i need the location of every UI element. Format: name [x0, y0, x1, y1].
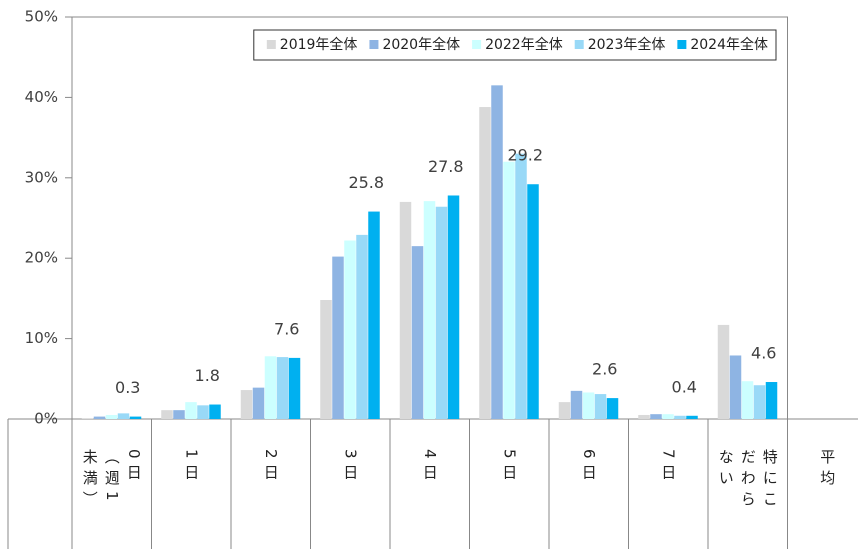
- data-label: 2.6: [592, 360, 617, 379]
- bar: [515, 153, 527, 419]
- x-tick-label: 特にこだわらない: [716, 449, 779, 512]
- x-tick-label-box: 3日: [341, 449, 360, 486]
- legend-swatch: [574, 40, 584, 49]
- data-label: 1.8: [195, 366, 220, 385]
- data-label: 25.8: [348, 173, 384, 192]
- bar: [582, 392, 595, 419]
- y-tick-label: 10%: [25, 329, 58, 347]
- data-label: 0.4: [672, 377, 697, 396]
- legend-swatch: [369, 40, 379, 49]
- x-tick-label-box: 平均: [818, 449, 837, 491]
- legend-label: 2024年全体: [690, 36, 768, 53]
- legend-box: [253, 29, 777, 61]
- legend-swatch: [677, 40, 687, 49]
- x-tick-label: 4日: [420, 449, 439, 486]
- bar: [185, 402, 197, 419]
- bar: [117, 413, 130, 419]
- bar: [344, 240, 356, 419]
- bar: [753, 385, 766, 419]
- data-label: 4.6: [751, 344, 776, 363]
- bar: [240, 390, 253, 419]
- bar: [276, 357, 289, 419]
- bar: [332, 256, 344, 419]
- bar: [105, 414, 118, 419]
- bar: [558, 402, 571, 419]
- bar: [368, 211, 380, 419]
- bar: [570, 390, 583, 419]
- bar: [320, 300, 332, 419]
- bar: [491, 85, 503, 419]
- bar: [606, 398, 619, 419]
- bar: [81, 418, 94, 419]
- x-tick-label: 5日: [500, 449, 519, 486]
- bar: [399, 201, 412, 419]
- x-tick-label-box: 1日: [182, 449, 201, 486]
- bar: [479, 107, 491, 419]
- bar: [264, 356, 277, 419]
- x-tick-label: 3日: [341, 449, 360, 486]
- y-tick-label: 0%: [34, 410, 58, 428]
- x-tick-label: 0日（週1未満）: [80, 449, 143, 512]
- bar: [447, 195, 460, 419]
- bar: [356, 234, 368, 419]
- bar: [93, 416, 106, 419]
- data-label: 0.3: [115, 378, 140, 397]
- bar: [503, 161, 515, 419]
- x-tick-label: 7日: [659, 449, 678, 486]
- bar: [252, 387, 265, 419]
- bar: [674, 415, 686, 419]
- x-tick-label-box: 2日: [261, 449, 280, 486]
- data-label: 29.2: [507, 146, 543, 165]
- y-tick-label: 30%: [25, 168, 58, 186]
- legend-label: 2020年全体: [382, 36, 460, 53]
- bar: [662, 414, 674, 419]
- y-tick-label: 40%: [25, 88, 58, 106]
- y-tick-label: 20%: [25, 249, 58, 267]
- x-tick-label-box: 7日: [659, 449, 678, 486]
- x-tick-label-box: 4日: [420, 449, 439, 486]
- data-label: 27.8: [428, 157, 464, 176]
- bar: [161, 410, 173, 419]
- x-tick-label-box: 特にこだわらない: [716, 449, 779, 512]
- bar: [411, 246, 424, 419]
- bar: [686, 415, 698, 419]
- legend-swatch: [472, 40, 482, 49]
- bar: [650, 414, 662, 419]
- bar: [638, 414, 650, 419]
- bar: [288, 357, 301, 419]
- x-tick-label-box: 5日: [500, 449, 519, 486]
- bar: [209, 404, 221, 419]
- bar: [717, 324, 730, 419]
- legend-label: 2022年全体: [485, 36, 563, 53]
- x-tick-label: 6日: [579, 449, 598, 486]
- x-tick-label-box: 6日: [579, 449, 598, 486]
- data-label: 7.6: [274, 319, 299, 338]
- bar: [594, 394, 607, 419]
- x-tick-label-box: 0日（週1未満）: [80, 449, 143, 512]
- bar: [423, 201, 436, 419]
- bar: [197, 405, 209, 419]
- x-tick-label: 平均: [818, 449, 837, 491]
- bar: [765, 382, 778, 419]
- legend-label: 2019年全体: [280, 36, 358, 53]
- bar: [173, 410, 185, 419]
- x-tick-label: 2日: [261, 449, 280, 486]
- bar: [729, 355, 742, 419]
- bar: [527, 184, 539, 419]
- bar: [741, 381, 754, 419]
- legend-label: 2023年全体: [588, 36, 666, 53]
- legend-swatch: [266, 40, 276, 49]
- x-tick-label: 1日: [182, 449, 201, 486]
- y-tick-label: 50%: [25, 8, 58, 26]
- bar: [435, 206, 448, 419]
- bar: [129, 416, 142, 419]
